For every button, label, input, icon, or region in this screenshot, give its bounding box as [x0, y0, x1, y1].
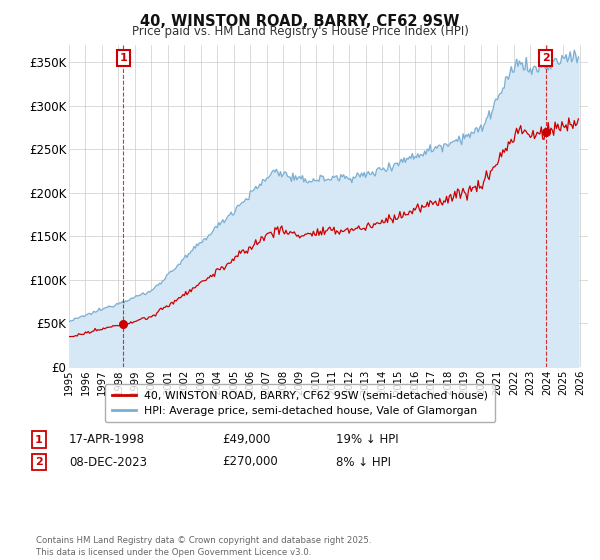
Text: 1: 1: [35, 435, 43, 445]
Text: £270,000: £270,000: [222, 455, 278, 469]
Text: 40, WINSTON ROAD, BARRY, CF62 9SW: 40, WINSTON ROAD, BARRY, CF62 9SW: [140, 14, 460, 29]
Text: 2: 2: [542, 53, 550, 63]
Text: 1: 1: [119, 53, 127, 63]
Legend: 40, WINSTON ROAD, BARRY, CF62 9SW (semi-detached house), HPI: Average price, sem: 40, WINSTON ROAD, BARRY, CF62 9SW (semi-…: [105, 384, 495, 422]
Text: Contains HM Land Registry data © Crown copyright and database right 2025.
This d: Contains HM Land Registry data © Crown c…: [36, 536, 371, 557]
Text: Price paid vs. HM Land Registry's House Price Index (HPI): Price paid vs. HM Land Registry's House …: [131, 25, 469, 38]
Text: 19% ↓ HPI: 19% ↓ HPI: [336, 433, 398, 446]
Text: 2: 2: [35, 457, 43, 467]
Text: 17-APR-1998: 17-APR-1998: [69, 433, 145, 446]
Text: 08-DEC-2023: 08-DEC-2023: [69, 455, 147, 469]
Text: 8% ↓ HPI: 8% ↓ HPI: [336, 455, 391, 469]
Text: £49,000: £49,000: [222, 433, 271, 446]
